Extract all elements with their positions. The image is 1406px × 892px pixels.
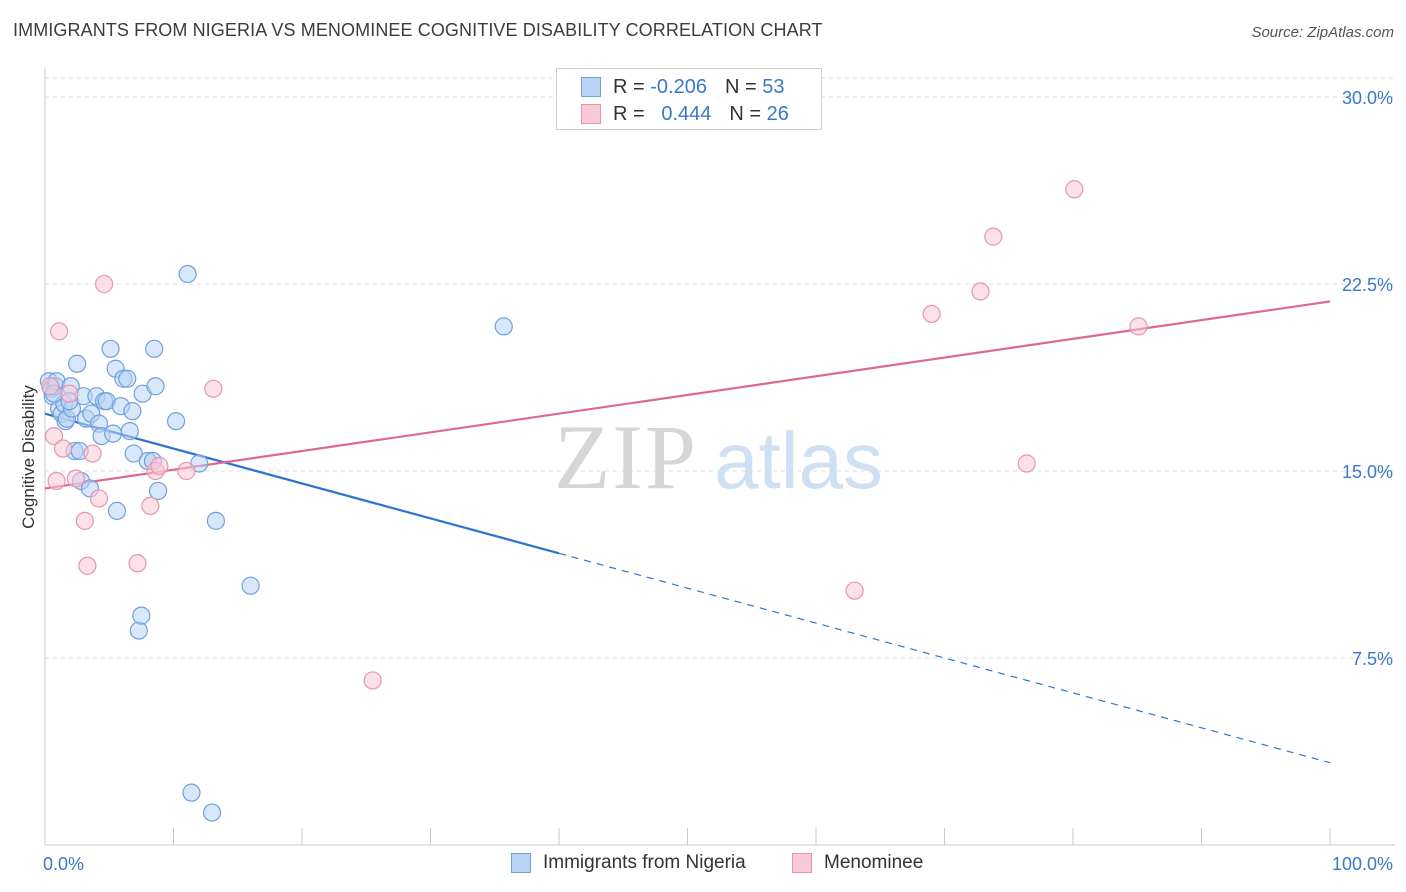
nigeria-point-47	[241, 576, 260, 595]
trend-line-menominee	[44, 300, 1331, 490]
watermark-atlas: atlas	[714, 416, 883, 505]
nigeria-point-40	[145, 339, 164, 358]
nigeria-point-33	[123, 402, 142, 421]
nigeria-point-46	[206, 511, 226, 530]
menominee-point-0	[41, 377, 60, 396]
r-value: 0.444	[661, 102, 712, 125]
legend-item-nigeria[interactable]: Immigrants from Nigeria	[511, 852, 746, 874]
legend-row-nigeria: R = -0.206 N = 53	[581, 74, 784, 100]
legend-label-menominee: Menominee	[824, 852, 924, 873]
nigeria-point-42	[148, 481, 168, 501]
n-value: 53	[762, 75, 785, 98]
nigeria-point-35	[129, 621, 148, 640]
menominee-point-6	[75, 511, 94, 530]
y-tick-label: 30.0%	[1342, 88, 1393, 108]
menominee-point-14	[150, 456, 169, 476]
menominee-point-21	[984, 227, 1003, 246]
x-tick-label-max: 100.0%	[1332, 854, 1393, 874]
r-label: R =	[613, 75, 645, 98]
r-label: R =	[613, 102, 645, 125]
trend-line-nigeria-dashed	[558, 552, 1331, 764]
grid-lines	[45, 77, 1395, 659]
nigeria-point-13	[68, 354, 87, 373]
nigeria-point-41	[146, 377, 165, 396]
data-points	[39, 180, 1148, 822]
r-value: -0.206	[650, 75, 707, 98]
menominee-point-18	[845, 581, 864, 600]
nigeria-point-25	[101, 339, 120, 358]
menominee-point-25	[47, 471, 66, 491]
legend-label-nigeria: Immigrants from Nigeria	[543, 852, 746, 873]
n-value: 26	[766, 102, 789, 125]
source-label: Source: ZipAtlas.com	[1251, 24, 1394, 41]
y-tick-label: 7.5%	[1352, 649, 1393, 669]
menominee-point-15	[177, 461, 196, 481]
legend-swatch-menominee	[792, 853, 812, 873]
menominee-point-5	[66, 469, 85, 488]
menominee-point-1	[44, 426, 64, 446]
y-axis-label: Cognitive Disability	[19, 385, 38, 529]
nigeria-point-34	[124, 444, 143, 463]
menominee-point-2	[50, 322, 69, 341]
nigeria-point-28	[107, 501, 127, 520]
menominee-point-7	[78, 556, 97, 575]
legend-row-menominee: R = 0.444 N = 26	[581, 101, 789, 127]
nigeria-point-36	[132, 606, 151, 625]
menominee-point-4	[60, 384, 79, 403]
y-tick-label: 15.0%	[1342, 462, 1393, 482]
menominee-point-10	[95, 274, 114, 294]
x-tick-label-min: 0.0%	[43, 854, 84, 874]
nigeria-point-26	[104, 424, 123, 443]
nigeria-point-43	[166, 412, 186, 431]
n-label: N =	[729, 102, 762, 125]
legend-swatch-nigeria	[511, 853, 531, 873]
menominee-point-9	[89, 489, 109, 508]
y-tick-label: 22.5%	[1342, 275, 1393, 295]
correlation-legend: R = -0.206 N = 53 R = 0.444 N = 26	[556, 68, 822, 130]
nigeria-point-31	[118, 369, 137, 388]
legend-swatch-nigeria	[581, 77, 601, 97]
menominee-point-3	[53, 439, 73, 458]
legend-swatch-menominee	[581, 104, 601, 124]
axes	[44, 68, 1395, 846]
trend-lines	[44, 300, 1331, 764]
chart-title: IMMIGRANTS FROM NIGERIA VS MENOMINEE COG…	[13, 20, 823, 40]
menominee-point-11	[128, 554, 147, 573]
nigeria-point-50	[494, 317, 513, 336]
tick-labels: 7.5% 15.0% 22.5% 30.0% 0.0% 100.0%	[43, 88, 1393, 874]
menominee-point-16	[204, 379, 223, 398]
nigeria-point-32	[120, 422, 139, 441]
menominee-point-19	[922, 304, 941, 324]
menominee-point-12	[141, 496, 160, 516]
menominee-point-24	[1129, 317, 1148, 336]
menominee-point-20	[971, 282, 990, 301]
menominee-point-17	[363, 671, 382, 690]
menominee-point-23	[1065, 180, 1084, 199]
n-label: N =	[724, 75, 757, 98]
menominee-point-22	[1017, 454, 1036, 473]
watermark-zip: ZIP	[554, 406, 698, 508]
nigeria-point-49	[202, 803, 222, 822]
legend-item-menominee[interactable]: Menominee	[792, 852, 923, 874]
menominee-point-8	[83, 444, 102, 463]
nigeria-point-44	[178, 264, 197, 284]
nigeria-point-48	[182, 783, 201, 802]
